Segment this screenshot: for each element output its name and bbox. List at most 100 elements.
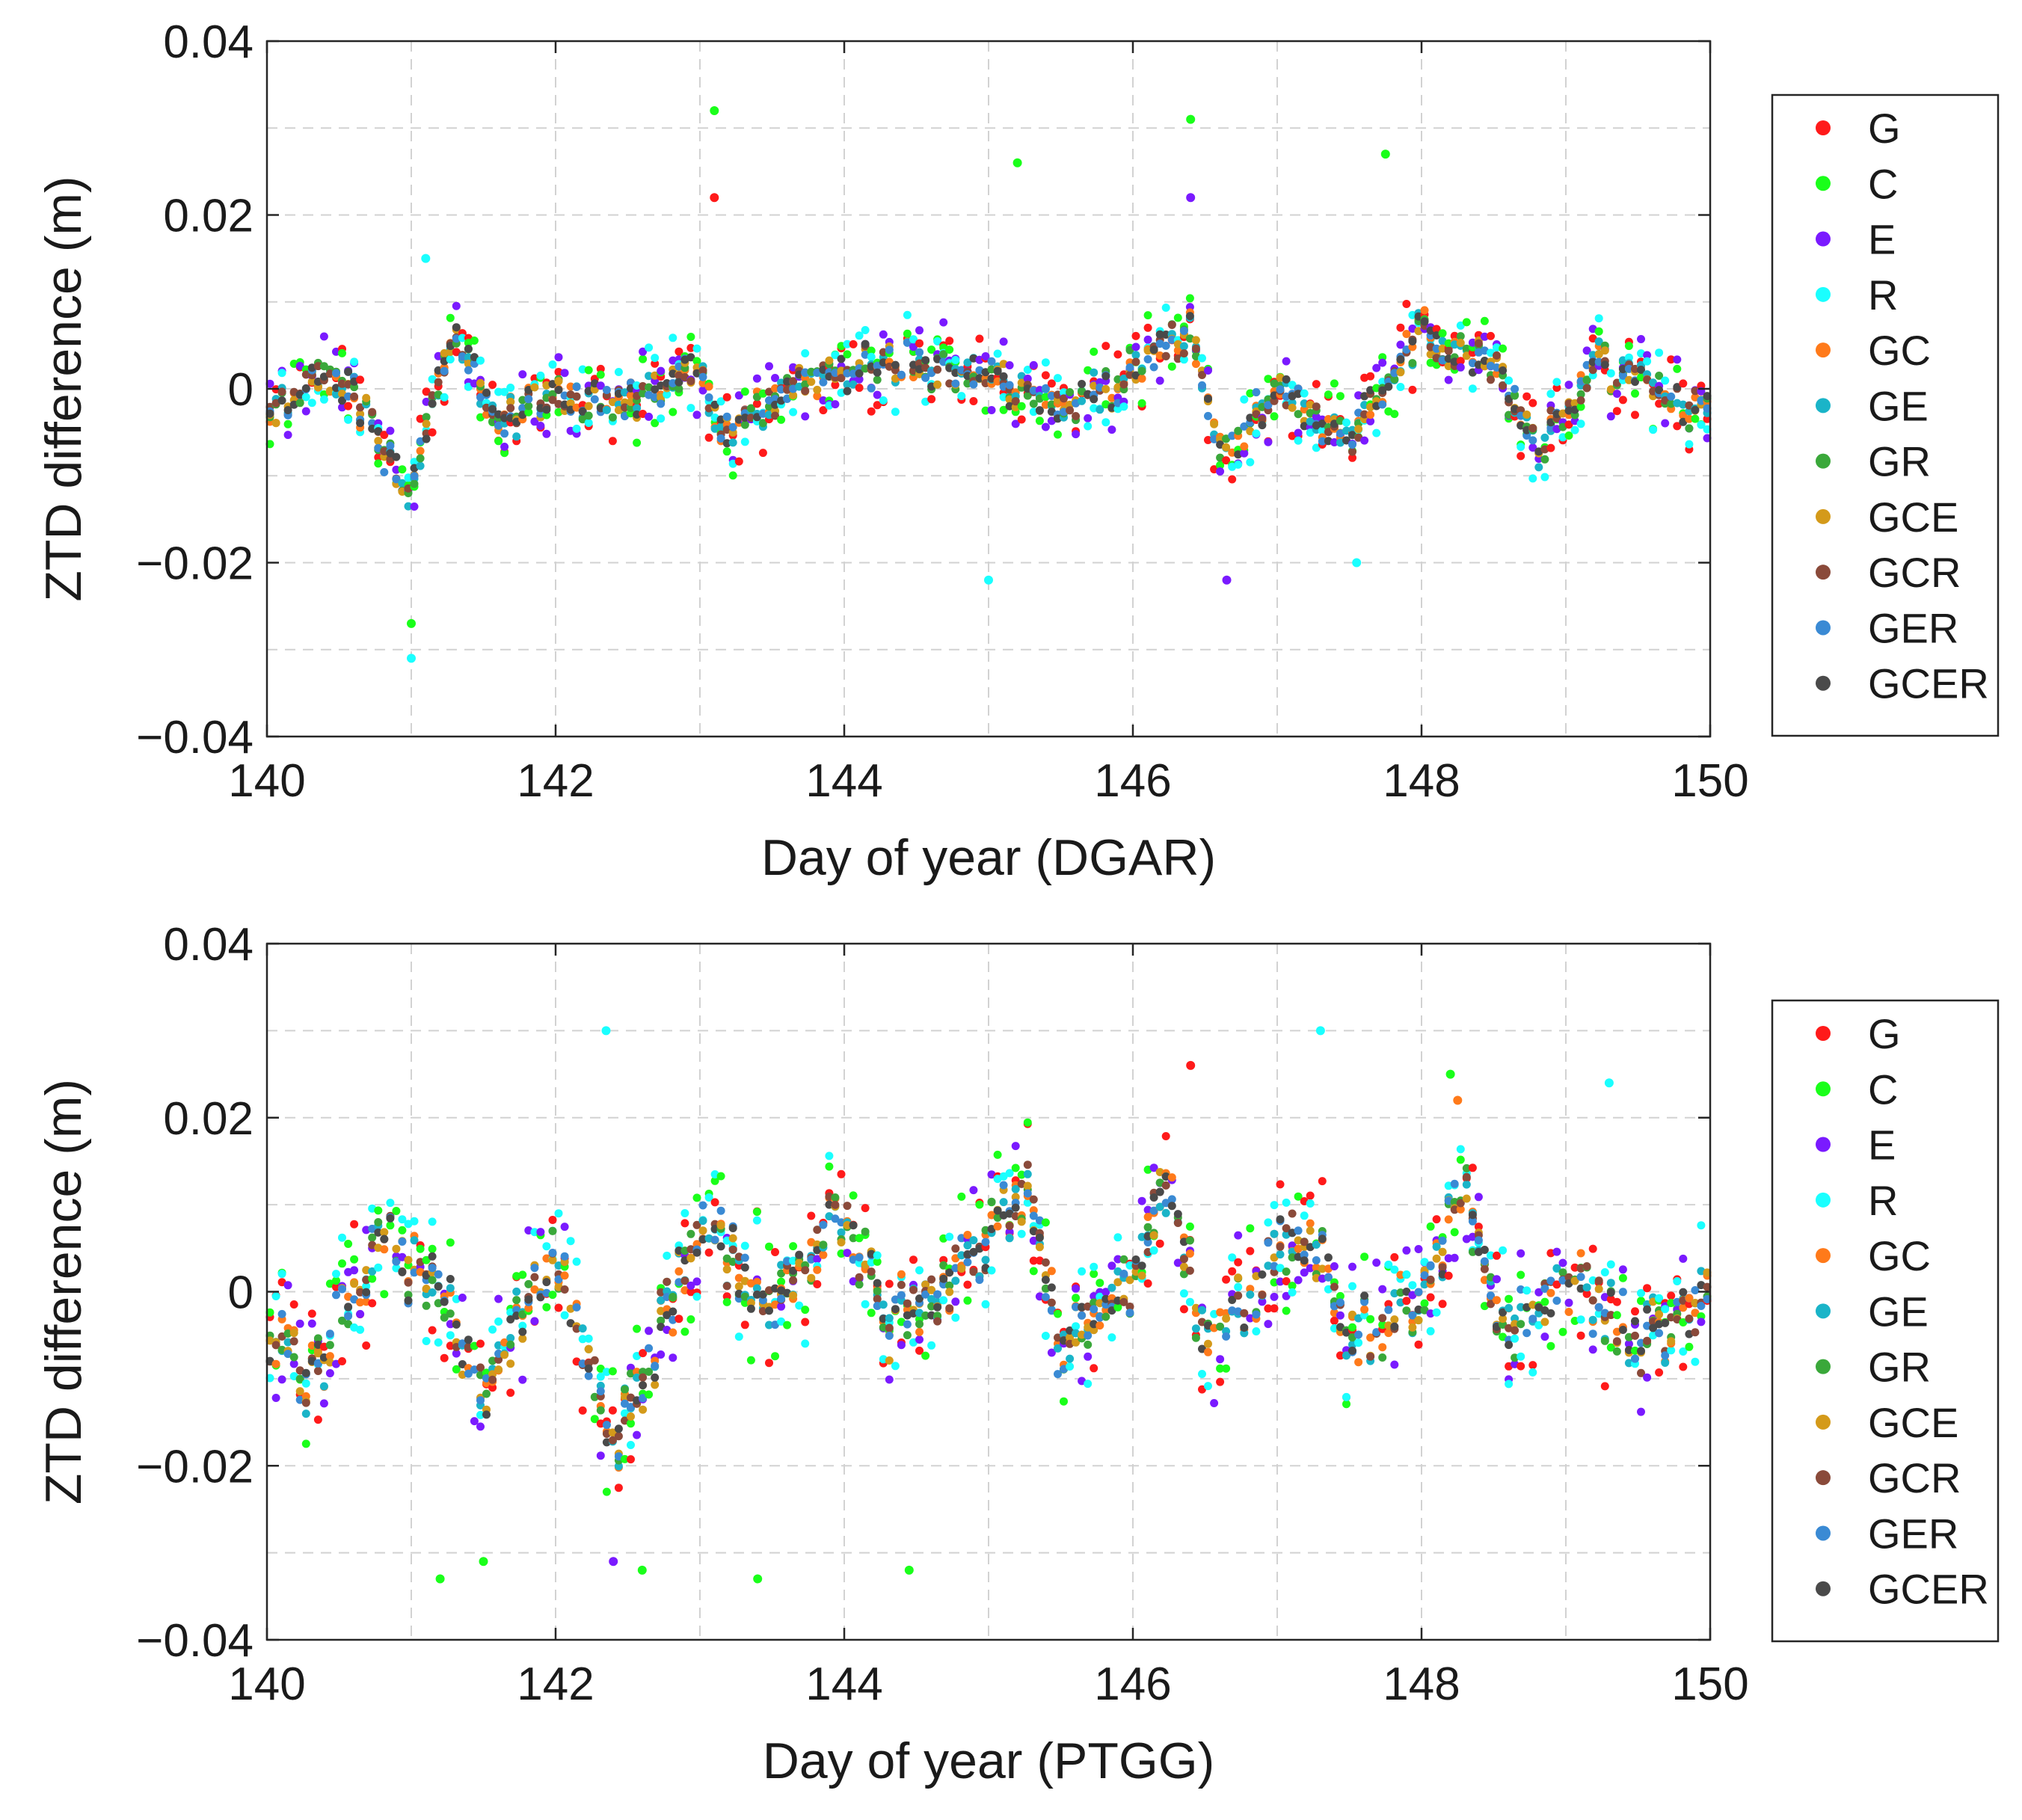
point-ge bbox=[512, 1287, 521, 1296]
point-r bbox=[1276, 1264, 1285, 1273]
point-gcr bbox=[945, 379, 954, 388]
point-r bbox=[356, 1325, 365, 1334]
point-r bbox=[1456, 1145, 1465, 1154]
point-gc bbox=[1185, 1249, 1194, 1258]
point-c bbox=[1246, 389, 1255, 398]
point-c bbox=[1029, 1267, 1038, 1276]
point-ger bbox=[698, 372, 707, 381]
point-gcer bbox=[728, 1224, 737, 1232]
point-ger bbox=[921, 373, 930, 382]
point-ger bbox=[1312, 1256, 1321, 1264]
point-gcr bbox=[1450, 1205, 1459, 1214]
point-ge bbox=[1161, 1208, 1170, 1217]
point-gr bbox=[482, 1389, 491, 1398]
point-e bbox=[1113, 1255, 1122, 1264]
point-g bbox=[1270, 1304, 1279, 1313]
point-ge bbox=[1023, 1169, 1032, 1178]
point-ge bbox=[1270, 1229, 1279, 1238]
point-ge bbox=[368, 1267, 377, 1276]
x-tick-label: 146 bbox=[1094, 1658, 1171, 1710]
point-r bbox=[663, 390, 672, 399]
point-ge bbox=[879, 1300, 888, 1309]
point-ger bbox=[1348, 440, 1356, 449]
point-gcer bbox=[1588, 357, 1597, 366]
point-e bbox=[657, 1350, 666, 1359]
point-e bbox=[1456, 363, 1465, 372]
point-c bbox=[867, 1309, 876, 1318]
point-g bbox=[1667, 1291, 1676, 1300]
point-gcr bbox=[758, 1307, 767, 1315]
point-gr bbox=[488, 417, 497, 426]
point-r bbox=[1643, 357, 1652, 366]
point-gc bbox=[1204, 1347, 1212, 1356]
point-e bbox=[1643, 1373, 1652, 1382]
point-ge bbox=[1198, 1306, 1206, 1315]
point-ger bbox=[1078, 1311, 1087, 1320]
point-e bbox=[530, 1317, 539, 1326]
point-gcer bbox=[1342, 436, 1350, 445]
point-gce bbox=[554, 377, 563, 386]
point-r bbox=[428, 1217, 437, 1226]
point-c bbox=[368, 1274, 377, 1283]
point-r bbox=[1017, 1229, 1026, 1238]
point-gcer bbox=[921, 356, 930, 365]
point-gce bbox=[1432, 1254, 1441, 1263]
point-gcr bbox=[1564, 399, 1573, 408]
point-c bbox=[1450, 1228, 1459, 1237]
point-gcer bbox=[873, 1279, 882, 1288]
point-gcr bbox=[621, 403, 629, 412]
point-gcer bbox=[669, 1307, 677, 1316]
point-ger bbox=[560, 1252, 569, 1261]
point-ge bbox=[578, 1324, 587, 1333]
point-gcer bbox=[374, 427, 383, 436]
point-r bbox=[657, 414, 666, 423]
point-gc bbox=[813, 1265, 822, 1274]
point-c bbox=[789, 1242, 798, 1251]
point-g bbox=[338, 1357, 346, 1365]
point-gce bbox=[734, 1282, 743, 1291]
point-e bbox=[1107, 425, 1116, 434]
point-c bbox=[993, 1150, 1002, 1159]
x-tick-label: 144 bbox=[805, 1658, 882, 1710]
point-e bbox=[1084, 414, 1093, 422]
point-gcr bbox=[1161, 351, 1170, 360]
point-ger bbox=[819, 1220, 828, 1229]
point-g bbox=[686, 343, 695, 352]
point-r bbox=[1691, 1357, 1700, 1366]
point-gce bbox=[392, 1244, 401, 1253]
point-e bbox=[609, 1557, 618, 1567]
point-g bbox=[855, 384, 864, 393]
point-r bbox=[1540, 473, 1549, 482]
point-gcr bbox=[1438, 1263, 1447, 1272]
point-gr bbox=[1408, 359, 1417, 368]
point-e bbox=[1246, 1314, 1255, 1323]
point-g bbox=[1155, 1239, 1164, 1248]
point-r bbox=[867, 352, 876, 361]
point-g bbox=[1546, 443, 1555, 452]
point-gcer bbox=[1041, 1276, 1050, 1285]
point-gcr bbox=[1493, 351, 1501, 360]
point-gcer bbox=[1155, 1187, 1164, 1196]
point-g bbox=[1582, 1289, 1591, 1298]
point-gcr bbox=[885, 1324, 894, 1332]
point-r bbox=[566, 1237, 575, 1246]
point-gce bbox=[1312, 1273, 1321, 1282]
point-gcr bbox=[1029, 1195, 1038, 1204]
point-e bbox=[1264, 1320, 1273, 1329]
point-r bbox=[1054, 374, 1062, 383]
point-e bbox=[885, 1375, 894, 1384]
point-r bbox=[602, 1368, 611, 1377]
point-g bbox=[1426, 1293, 1435, 1302]
point-gcer bbox=[380, 1235, 389, 1243]
point-gcr bbox=[1119, 380, 1128, 389]
point-c bbox=[637, 1565, 647, 1575]
point-ger bbox=[1300, 1250, 1309, 1259]
point-g bbox=[1600, 1382, 1609, 1391]
point-gcr bbox=[590, 1356, 599, 1365]
point-gcr bbox=[356, 403, 365, 412]
point-ger bbox=[951, 379, 960, 388]
point-gcer bbox=[1005, 402, 1014, 411]
point-e bbox=[831, 400, 840, 409]
legend-label-gr: GR bbox=[1868, 1344, 1931, 1391]
point-gcer bbox=[518, 1327, 527, 1336]
